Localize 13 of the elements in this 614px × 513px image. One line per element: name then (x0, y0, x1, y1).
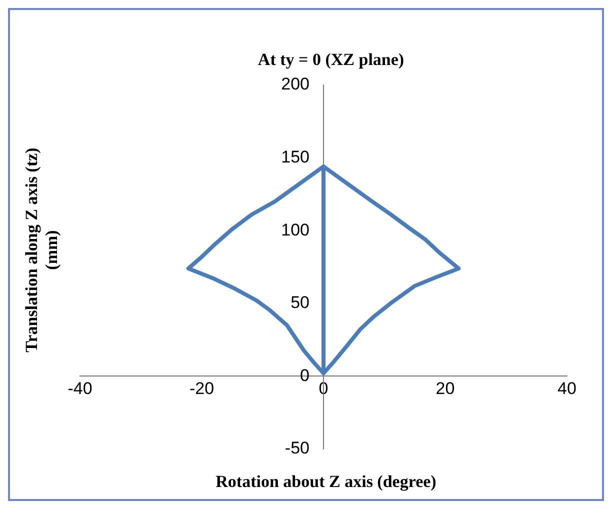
y-tick-label: 50 (290, 293, 310, 312)
x-tick-label: 40 (558, 379, 576, 398)
x-axis-title: Rotation about Z axis (degree) (214, 472, 438, 492)
x-tick-label: -20 (189, 379, 214, 398)
y-tick-label: 150 (281, 147, 310, 166)
y-tick-label: 0 (300, 366, 310, 385)
y-tick-label: -50 (284, 438, 310, 458)
y-axis-title: Translation along Z axis (tz) (mm) (22, 148, 62, 352)
y-tick-label: 100 (281, 220, 310, 240)
x-tick-label: -40 (68, 379, 92, 398)
x-tick-label: 20 (436, 379, 455, 398)
y-tick-label: 200 (281, 74, 310, 94)
chart-title: At ty = 0 (XZ plane) (256, 50, 406, 70)
